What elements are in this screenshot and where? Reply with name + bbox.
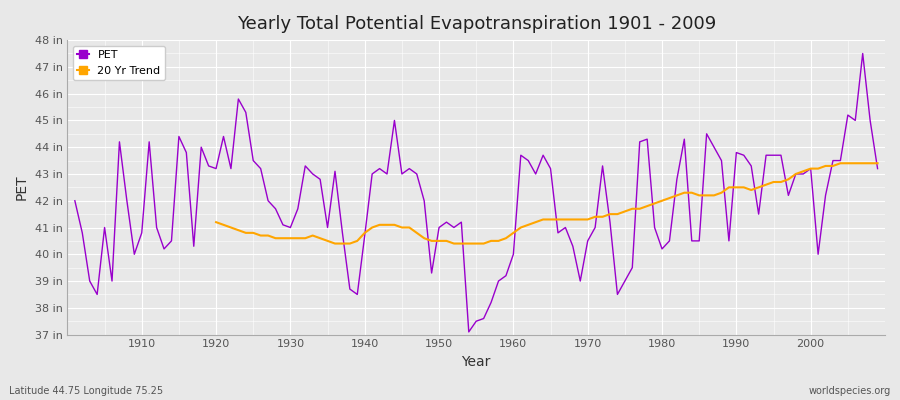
X-axis label: Year: Year [462, 355, 490, 369]
Text: Latitude 44.75 Longitude 75.25: Latitude 44.75 Longitude 75.25 [9, 386, 163, 396]
Legend: PET, 20 Yr Trend: PET, 20 Yr Trend [73, 46, 165, 80]
Y-axis label: PET: PET [15, 174, 29, 200]
Title: Yearly Total Potential Evapotranspiration 1901 - 2009: Yearly Total Potential Evapotranspiratio… [237, 15, 716, 33]
Text: worldspecies.org: worldspecies.org [809, 386, 891, 396]
